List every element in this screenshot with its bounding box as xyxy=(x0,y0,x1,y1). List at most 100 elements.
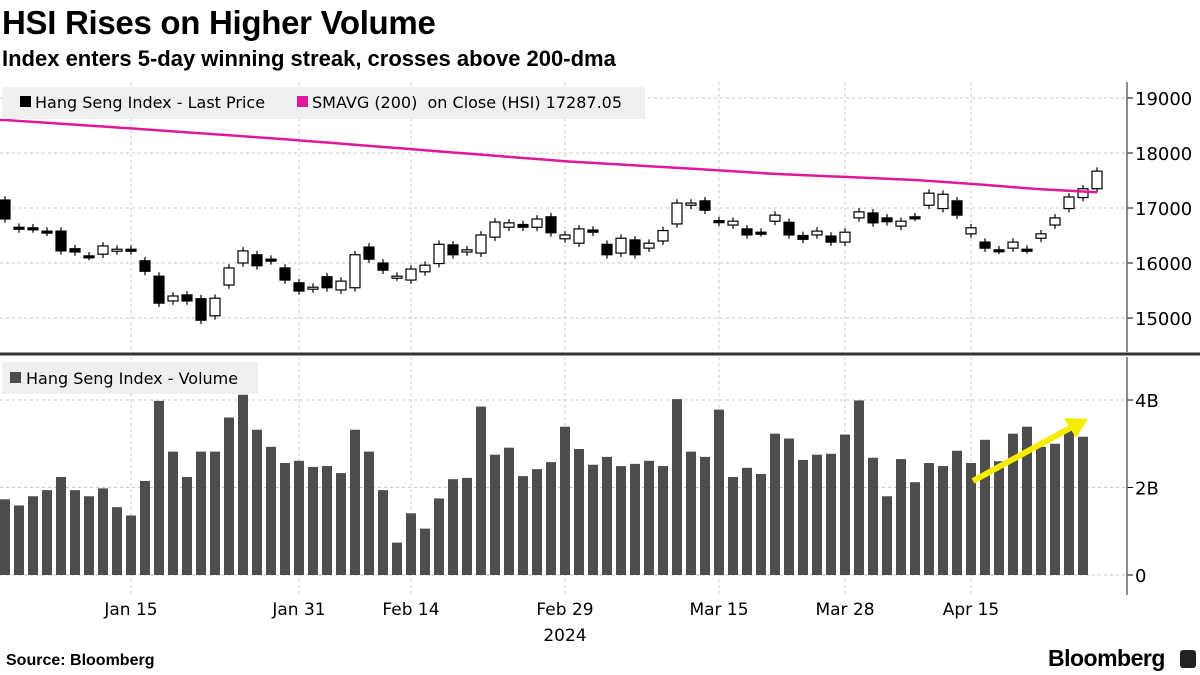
sma-legend-label: SMAVG (200) on Close (HSI) 17287.05 xyxy=(312,93,622,112)
volume-bar xyxy=(910,482,920,575)
candle-down xyxy=(713,220,725,224)
candle-up xyxy=(1049,217,1061,226)
candle-down xyxy=(265,258,277,262)
candle-up xyxy=(489,221,501,238)
candle-down xyxy=(13,226,25,230)
volume-bar xyxy=(392,542,402,575)
candle-up xyxy=(475,234,487,254)
candle-up xyxy=(531,218,543,228)
volume-bar xyxy=(238,394,248,575)
candle-down xyxy=(629,239,641,256)
volume-bar xyxy=(532,469,542,575)
x-tick-label: Feb 29 xyxy=(536,600,593,620)
volume-bar xyxy=(406,513,416,575)
candle-down xyxy=(125,248,137,252)
candle-up xyxy=(391,275,403,279)
volume-legend-marker-icon xyxy=(10,372,21,383)
candle-up xyxy=(839,231,851,243)
candle-down xyxy=(587,229,599,233)
candle-down xyxy=(55,230,67,252)
volume-bar xyxy=(770,433,780,575)
candle-down xyxy=(41,230,53,234)
volume-bar xyxy=(1064,430,1074,575)
candle-down xyxy=(251,254,263,267)
volume-bar xyxy=(602,456,612,575)
volume-bar xyxy=(70,490,80,575)
volume-bar xyxy=(252,429,262,575)
bloomberg-chart-icon xyxy=(1180,650,1196,668)
volume-bar xyxy=(168,451,178,575)
candle-down xyxy=(139,260,151,272)
volume-bar xyxy=(658,466,668,575)
x-axis-year-label: 2024 xyxy=(543,626,586,646)
sma-legend-marker-icon xyxy=(297,96,308,107)
volume-bar xyxy=(462,477,472,575)
candle-up xyxy=(685,202,697,206)
candle-down xyxy=(293,282,305,292)
volume-bar xyxy=(630,463,640,575)
candle-down xyxy=(321,276,333,289)
candle-up xyxy=(573,228,585,244)
volume-bar xyxy=(28,496,38,575)
candle-up xyxy=(937,193,949,210)
candle-down xyxy=(867,212,879,224)
x-tick-label: Apr 15 xyxy=(943,600,999,620)
candle-down xyxy=(909,216,921,220)
volume-bar xyxy=(546,462,556,575)
candle-down xyxy=(517,223,529,228)
candle-down xyxy=(783,221,795,236)
volume-bar xyxy=(574,449,584,575)
volume-bar xyxy=(294,460,304,575)
volume-bar xyxy=(210,451,220,575)
volume-bar xyxy=(840,434,850,575)
x-tick-label: Mar 28 xyxy=(815,600,874,620)
volume-tick-label: 0 xyxy=(1135,566,1146,587)
price-tick-label: 16000 xyxy=(1135,254,1192,275)
volume-bar xyxy=(812,454,822,575)
candle-up xyxy=(965,227,977,235)
volume-bar xyxy=(672,399,682,575)
candle-up xyxy=(1007,241,1019,249)
volume-bar xyxy=(700,456,710,575)
volume-bar xyxy=(854,400,864,575)
candle-down xyxy=(825,235,837,243)
volume-bar xyxy=(42,490,52,575)
volume-bar xyxy=(1050,443,1060,575)
candle-up xyxy=(853,211,865,219)
volume-bar xyxy=(322,466,332,575)
volume-bar xyxy=(1036,446,1046,575)
candle-down xyxy=(195,298,207,321)
volume-bar xyxy=(1078,436,1088,575)
candle-up xyxy=(769,214,781,222)
candle-up xyxy=(433,243,445,265)
volume-bar xyxy=(980,439,990,575)
candle-down xyxy=(447,244,459,256)
volume-bar xyxy=(882,496,892,575)
volume-bar xyxy=(336,473,346,575)
price-legend-marker-icon xyxy=(20,96,31,107)
volume-bar xyxy=(196,451,206,575)
candle-up xyxy=(223,267,235,286)
volume-bar xyxy=(14,505,24,575)
candle-down xyxy=(279,267,291,281)
candle-up xyxy=(419,264,431,273)
volume-bar xyxy=(504,447,514,575)
candle-up xyxy=(209,297,221,317)
volume-bar xyxy=(266,446,276,575)
volume-bar xyxy=(616,466,626,575)
price-tick-label: 15000 xyxy=(1135,309,1192,330)
price-legend-label: Hang Seng Index - Last Price xyxy=(35,93,265,112)
volume-bar xyxy=(714,409,724,575)
volume-bar xyxy=(952,450,962,575)
volume-bar xyxy=(742,467,752,575)
candle-down xyxy=(699,200,711,211)
candle-up xyxy=(97,245,109,255)
candle-up xyxy=(1063,196,1075,210)
volume-bar xyxy=(490,454,500,575)
candle-down xyxy=(181,294,193,302)
volume-bar xyxy=(560,426,570,575)
bloomberg-logo: Bloomberg xyxy=(1048,645,1165,671)
chart-title: HSI Rises on Higher Volume xyxy=(2,4,436,41)
volume-bar xyxy=(112,507,122,575)
